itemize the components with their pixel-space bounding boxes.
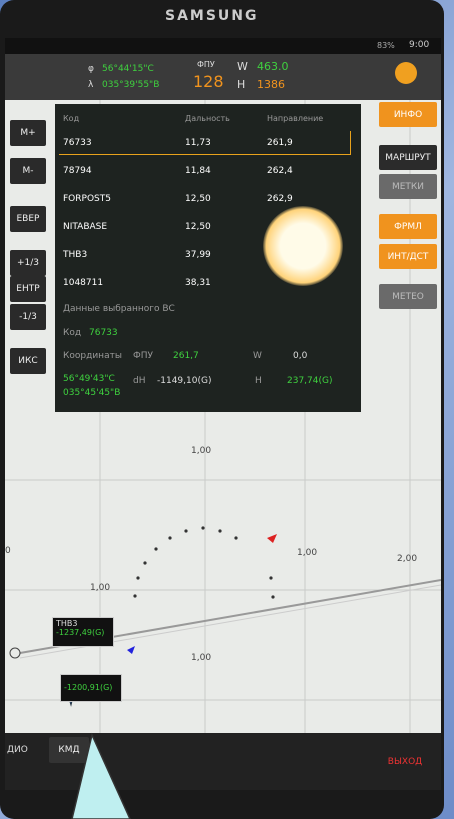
- callout: [0, 0, 454, 819]
- page: SAMSUNG 1,00 1,00 1,00 1,00 2,00 0 ТНВ3 …: [0, 0, 454, 819]
